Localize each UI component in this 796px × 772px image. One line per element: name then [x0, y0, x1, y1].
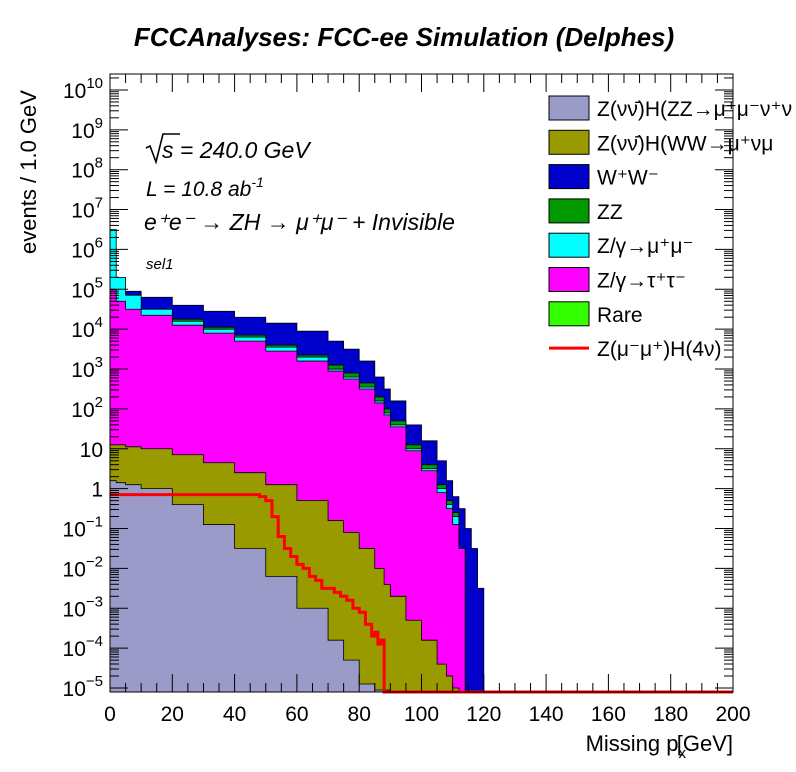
y-axis-title: events / 1.0 GeV — [16, 90, 41, 254]
y-tick-label: 105 — [71, 274, 103, 302]
y-tick-label: 1010 — [63, 75, 103, 103]
x-tick-label: 60 — [285, 703, 308, 726]
legend-label: Z(νν̄)H(ZZ→μ⁺μ⁻ν⁺ν — [597, 98, 792, 121]
y-tick-label: 10−5 — [63, 673, 103, 701]
x-axis-title-main: Missing p — [586, 731, 679, 756]
legend-label: Z/γ→μ⁺μ⁻ — [597, 235, 694, 258]
y-tick-label: 102 — [71, 394, 103, 422]
sqrt-sign — [145, 133, 180, 165]
y-tick-label: 10−2 — [63, 553, 103, 581]
y-tick-label: 106 — [71, 234, 103, 262]
selection-annotation: sel1 — [146, 256, 174, 273]
legend-label: Z(νν̄)H(WW→μ⁺νμ — [597, 132, 773, 155]
y-tick-label: 10−3 — [63, 593, 103, 621]
x-tick-label: 20 — [161, 703, 184, 726]
y-tick-label: 107 — [71, 195, 103, 223]
x-tick-label: 200 — [715, 703, 750, 726]
legend-label: W⁺W⁻ — [597, 167, 659, 190]
x-axis-title-unit: [GeV] — [677, 731, 733, 756]
x-axis-title: Missing px [GeV] — [586, 731, 733, 762]
legend-swatch — [548, 232, 590, 258]
legend-swatch — [548, 301, 590, 327]
y-tick-label: 109 — [71, 115, 103, 143]
x-axis-ticks: 0 20 40 60 80 100 120 140 160 180 200 — [104, 74, 751, 726]
legend-swatch — [548, 129, 590, 155]
y-axis-ticks: 101010910810710610510410310210110−110−21… — [63, 75, 733, 701]
legend-label: Z/γ→τ⁺τ⁻ — [597, 270, 686, 293]
legend-label: Rare — [597, 304, 643, 327]
y-tick-label: 10−4 — [63, 633, 103, 661]
y-tick-label: 104 — [71, 314, 103, 342]
x-axis-title-subscript: x — [679, 745, 687, 762]
signal-histogram — [110, 493, 733, 694]
process-annotation: e⁺e⁻ → ZH → μ⁺μ⁻ + Invisible — [144, 209, 455, 235]
y-tick-label: 1 — [91, 479, 103, 502]
legend-swatch — [548, 164, 590, 190]
chart-title: FCCAnalyses: FCC-ee Simulation (Delphes) — [134, 22, 674, 52]
legend-label: Z(μ⁻μ⁺)H(4ν) — [597, 338, 722, 361]
x-tick-label: 100 — [404, 703, 439, 726]
svg-text:Missing px: Missing px — [586, 731, 687, 762]
x-tick-label: 160 — [591, 703, 626, 726]
legend-swatch — [548, 198, 590, 224]
luminosity-exponent: -1 — [251, 174, 263, 190]
luminosity-text: L = 10.8 ab — [146, 178, 252, 201]
x-tick-label: 120 — [466, 703, 501, 726]
x-tick-label: 180 — [653, 703, 688, 726]
legend-label: ZZ — [597, 201, 623, 224]
signal-line — [110, 493, 733, 694]
stacked-histograms — [109, 229, 485, 693]
sqrt-s-text: s = 240.0 GeV — [162, 137, 312, 163]
legend-swatch — [548, 95, 590, 121]
plot-area: 0 20 40 60 80 100 120 140 160 180 200 1010 109 108 10… — [63, 73, 751, 726]
y-tick-label: 103 — [71, 354, 103, 382]
sqrt-s-annotation: s = 240.0 GeV — [145, 133, 312, 165]
x-tick-label: 80 — [348, 703, 371, 726]
y-tick-label: 108 — [71, 155, 103, 183]
luminosity-annotation: L = 10.8 ab-1 — [146, 174, 264, 201]
annotations: s = 240.0 GeV L = 10.8 ab-1 e⁺e⁻ → ZH → … — [144, 133, 455, 273]
legend-swatch — [548, 267, 590, 292]
legend: Z(νν̄)H(ZZ→μ⁺μ⁻ν⁺ν Z(νν̄)H(WW→μ⁺νμ W⁺W⁻ ZZ Z… — [548, 95, 792, 361]
x-tick-label: 40 — [223, 703, 246, 726]
y-tick-label: 10 — [80, 439, 103, 462]
x-tick-label: 140 — [529, 703, 564, 726]
y-tick-label: 10−1 — [63, 514, 103, 542]
x-tick-label: 0 — [104, 703, 116, 726]
